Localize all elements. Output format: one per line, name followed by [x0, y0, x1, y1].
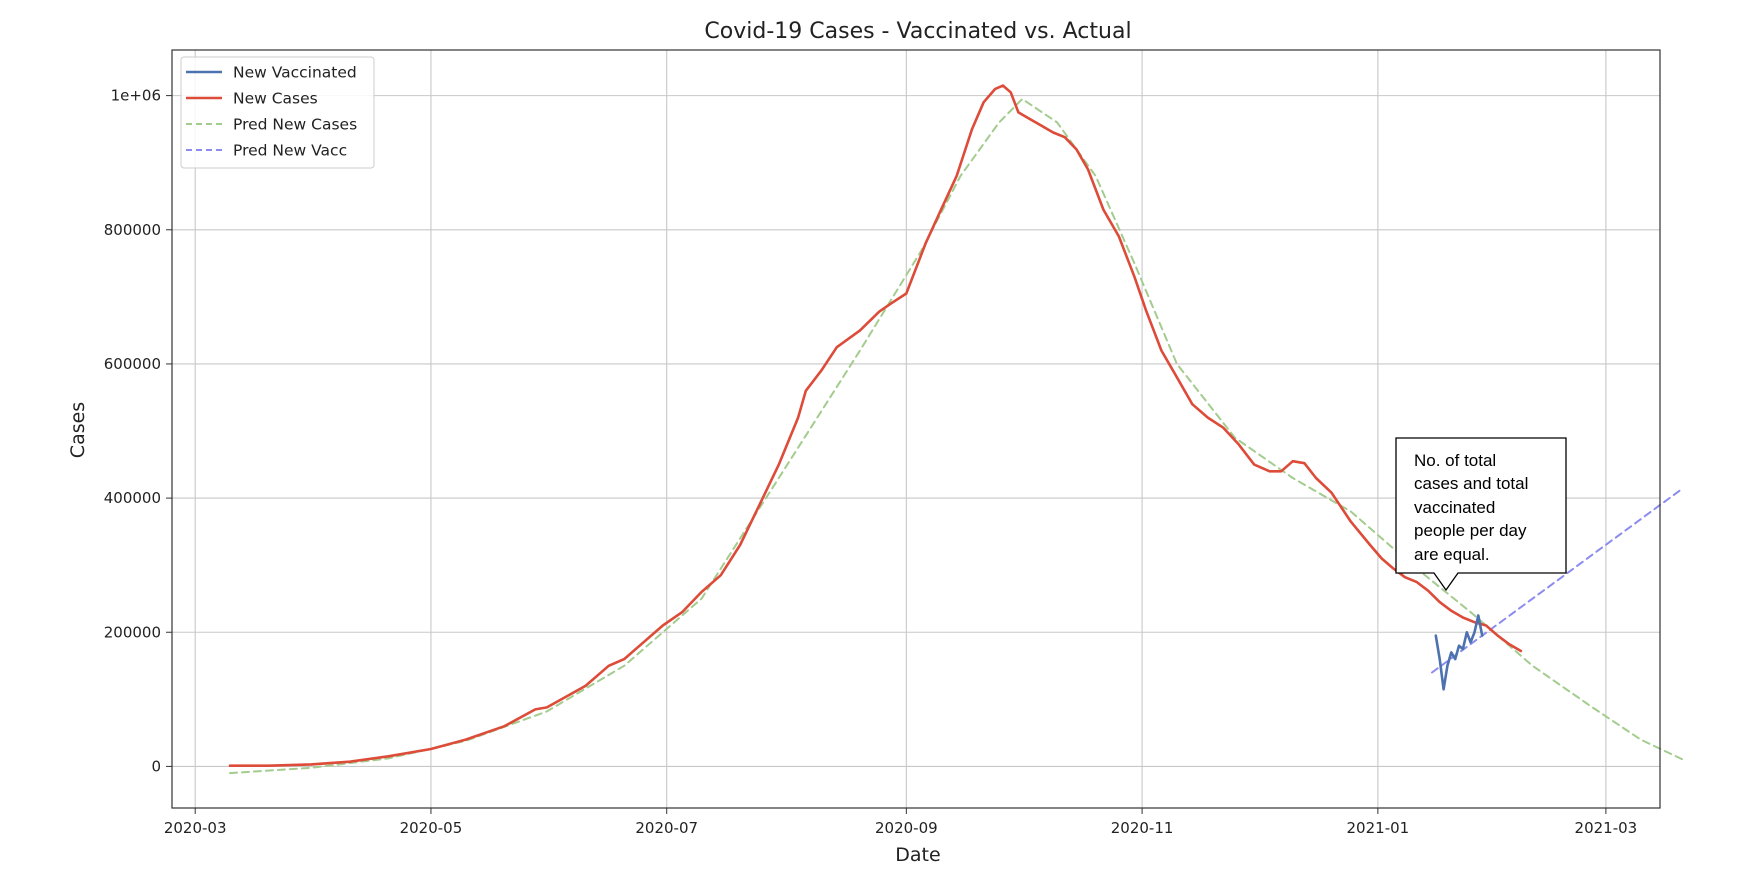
y-axis-label: Cases: [67, 402, 89, 458]
x-tick-label: 2020-09: [875, 819, 938, 837]
annotation-callout: No. of total cases and total vaccinated …: [1395, 437, 1567, 592]
annotation-line-5: are equal.: [1414, 545, 1490, 564]
y-tick-label: 800000: [104, 221, 161, 239]
chart-title: Covid-19 Cases - Vaccinated vs. Actual: [704, 19, 1131, 44]
x-tick-label: 2020-05: [400, 819, 463, 837]
annotation-line-3: vaccinated: [1414, 498, 1495, 517]
legend: New Vaccinated New Cases Pred New Cases Pre…: [180, 56, 375, 169]
y-tick-label: 600000: [104, 355, 161, 373]
y-tick-label: 0: [151, 757, 161, 775]
series-line-pred-new-cases: [229, 98, 1685, 775]
x-tick-label: 2021-03: [1575, 819, 1638, 837]
series-line-pred-new-vacc: [1431, 487, 1685, 674]
legend-label: New Vaccinated: [233, 64, 357, 82]
legend-label: Pred New Vacc: [233, 142, 347, 160]
legend-label: Pred New Cases: [233, 116, 357, 134]
x-tick-label: 2021-01: [1347, 819, 1410, 837]
plot-frame: [171, 49, 1661, 809]
annotation-box: [1395, 437, 1567, 592]
y-tick-label: 400000: [104, 489, 161, 507]
legend-box: [180, 56, 375, 169]
annotation-line-2: cases and total: [1414, 474, 1528, 493]
y-axis-ticks: 0 200000 400000 600000 800000 1e+06: [104, 87, 172, 775]
x-axis-ticks: 2020-03 2020-05 2020-07 2020-09 2020-11 2021-…: [164, 808, 1637, 837]
x-tick-label: 2020-03: [164, 819, 227, 837]
annotation-line-1: No. of total: [1414, 451, 1496, 470]
x-axis-label: Date: [895, 844, 940, 866]
annotation-line-4: people per day: [1414, 521, 1527, 540]
series-line-new-vaccinated: [1434, 614, 1484, 691]
y-tick-label: 1e+06: [111, 87, 161, 105]
series-line-new-cases: [228, 84, 1523, 768]
series-lines: [228, 84, 1685, 775]
x-tick-label: 2020-07: [635, 819, 698, 837]
legend-label: New Cases: [233, 90, 318, 108]
x-tick-label: 2020-11: [1111, 819, 1174, 837]
y-tick-label: 200000: [104, 623, 161, 641]
